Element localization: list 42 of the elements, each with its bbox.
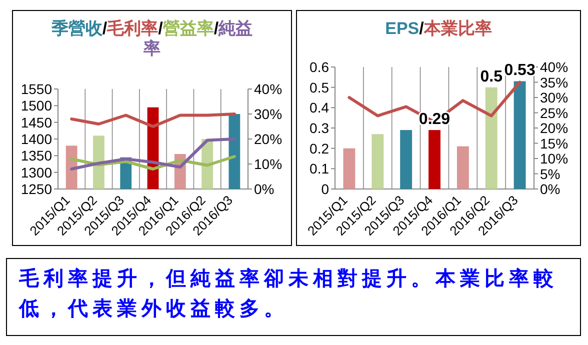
y-tick-label: 1550 (20, 81, 52, 97)
y-tick-label: 0 (321, 181, 330, 197)
bar (372, 134, 384, 189)
text: 毛利率提升，但純益率卻未相對提升。本業比率較低，代表業外收益較多。 (19, 265, 559, 322)
bar (343, 148, 356, 189)
y2-tick-label: 0% (254, 181, 274, 197)
chart-title: EPS/本業比率 (385, 19, 492, 38)
data-label: 0.53 (504, 62, 536, 80)
line-series (70, 112, 236, 128)
y-tick-label: 0.2 (310, 140, 330, 156)
y-tick-label: 1250 (20, 181, 52, 197)
y2-tick-label: 0% (540, 181, 560, 197)
y2-tick-label: 15% (540, 135, 568, 152)
y-tick-label: 0.6 (310, 59, 330, 75)
y2-tick-label: 20% (540, 120, 568, 136)
y-tick-label: 0.5 (310, 79, 330, 96)
y-tick-label: 1500 (20, 98, 52, 114)
y-tick-label: 0.4 (310, 100, 330, 116)
y-tick-label: 1400 (20, 131, 52, 147)
bar (456, 146, 469, 189)
y2-tick-label: 10% (254, 156, 282, 172)
y2-tick-label: 30% (254, 106, 282, 122)
bar (485, 87, 498, 189)
y-tick-label: 1450 (20, 114, 52, 130)
y-tick-label: 1350 (20, 148, 52, 164)
bar (428, 130, 440, 189)
y2-tick-label: 20% (254, 131, 282, 147)
y2-tick-label: 40% (254, 81, 282, 97)
y-tick-label: 0.3 (310, 120, 330, 136)
bar (400, 130, 412, 189)
y2-tick-label: 40% (540, 59, 568, 75)
y2-tick-label: 10% (540, 150, 568, 166)
data-label: 0.5 (480, 68, 503, 86)
y-tick-label: 1300 (20, 164, 52, 180)
y-tick-label: 0.1 (310, 160, 330, 177)
chart-title: 季營收/毛利率/營益率/純益率 (51, 19, 253, 58)
line-series (70, 138, 236, 170)
y2-tick-label: 25% (540, 104, 568, 121)
y2-tick-label: 5% (540, 166, 560, 182)
bar (514, 81, 526, 189)
y2-tick-label: 30% (540, 90, 568, 106)
y2-tick-label: 35% (540, 74, 568, 90)
